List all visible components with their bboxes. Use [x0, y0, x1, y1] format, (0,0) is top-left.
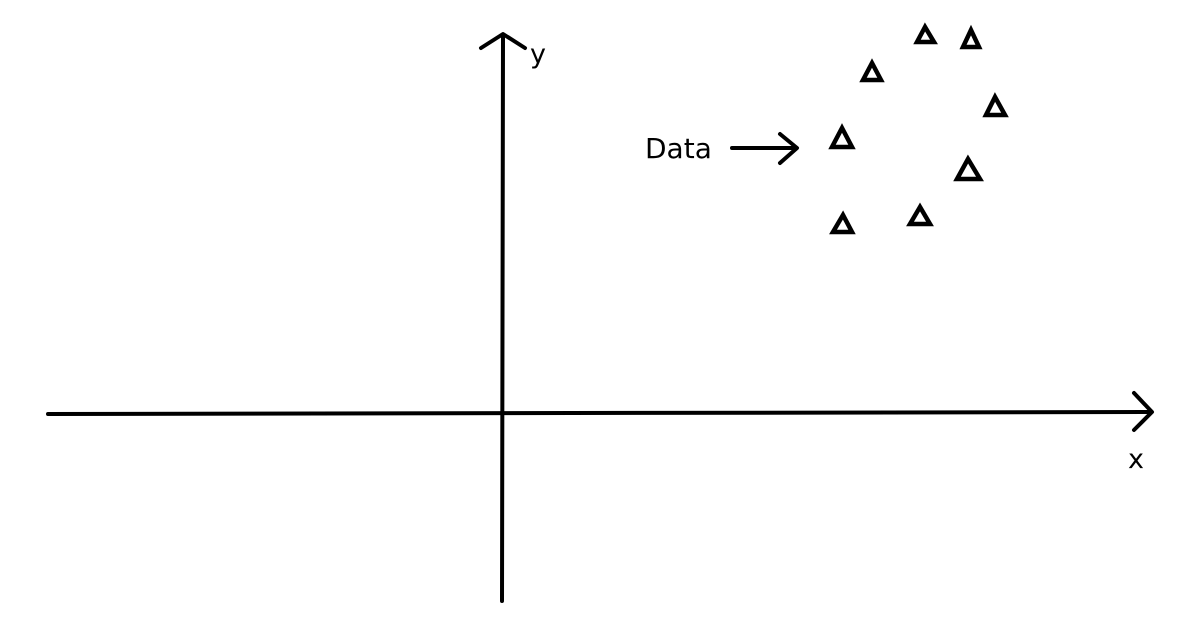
- data-point-triangle-icon: [913, 22, 938, 45]
- y-axis-line: [500, 34, 505, 603]
- y-axis-arrowhead: [479, 32, 527, 50]
- annotation-arrowhead: [778, 132, 799, 165]
- data-point-triangle-icon: [859, 58, 885, 83]
- data-point-triangle-icon: [828, 123, 856, 150]
- x-axis-arrowhead: [1132, 391, 1154, 432]
- data-points: [828, 22, 1009, 235]
- data-point-triangle-icon: [982, 92, 1009, 118]
- data-point-triangle-icon: [829, 210, 856, 235]
- data-point-triangle-icon: [953, 154, 984, 182]
- data-point-triangle-icon: [959, 24, 983, 50]
- x-axis-line: [46, 410, 1152, 416]
- data-annotation-label: Data: [645, 132, 712, 165]
- data-point-triangle-icon: [906, 202, 934, 227]
- x-axis-label: x: [1128, 444, 1144, 475]
- y-axis-label: y: [530, 39, 546, 70]
